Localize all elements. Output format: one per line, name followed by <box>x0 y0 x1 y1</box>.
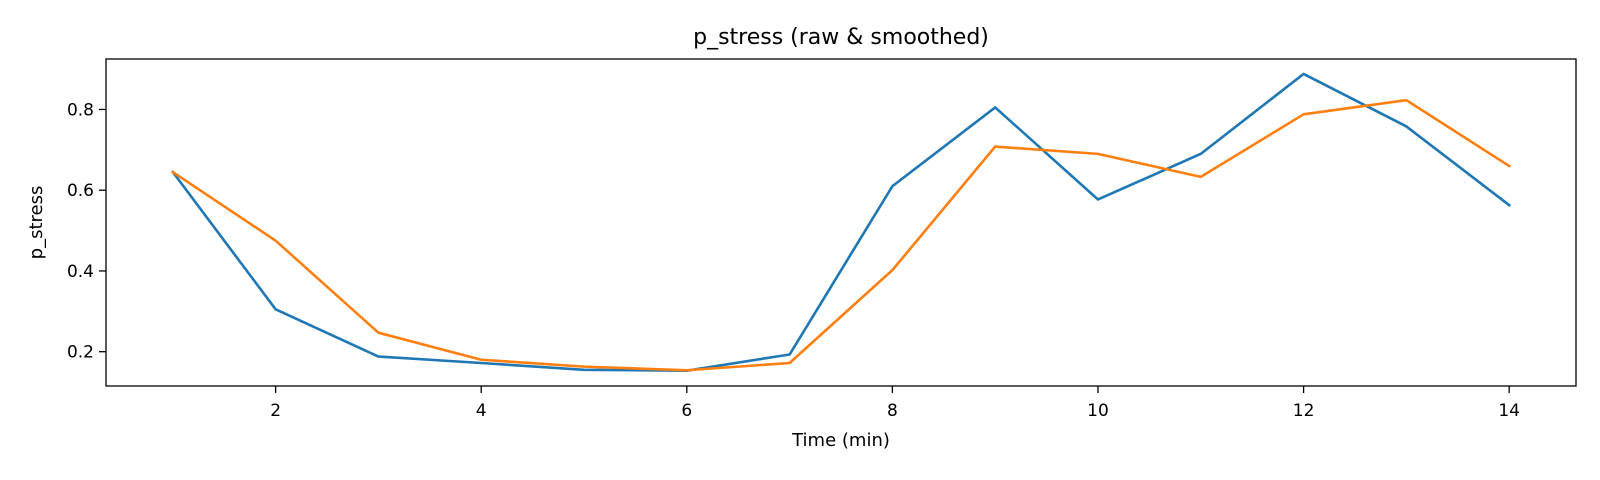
x-tick-label: 14 <box>1498 401 1520 421</box>
chart-title: p_stress (raw & smoothed) <box>693 25 989 50</box>
y-tick-label: 0.2 <box>67 343 94 363</box>
x-axis-ticks: 2 4 6 8 10 12 14 <box>270 386 1520 421</box>
y-tick-label: 0.4 <box>67 262 94 282</box>
x-tick-label: 2 <box>270 401 281 421</box>
x-tick-label: 12 <box>1293 401 1315 421</box>
x-tick-label: 4 <box>476 401 487 421</box>
y-axis-title: p_stress <box>26 186 47 260</box>
series-line-2 <box>171 98 1511 372</box>
x-tick-label: 6 <box>681 401 692 421</box>
series-layer <box>171 72 1512 372</box>
plot-frame <box>105 58 1577 387</box>
y-tick-label: 0.8 <box>67 100 94 120</box>
x-tick-label: 10 <box>1087 401 1109 421</box>
x-axis-title: Time (min) <box>791 430 890 451</box>
series-line-1 <box>171 72 1512 372</box>
y-axis-ticks: 0.2 0.4 0.6 0.8 <box>67 100 106 363</box>
x-tick-label: 8 <box>887 401 898 421</box>
y-tick-label: 0.6 <box>67 181 94 201</box>
